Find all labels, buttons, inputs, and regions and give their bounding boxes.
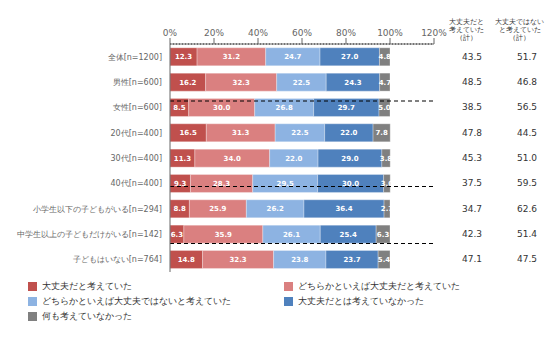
svg-text:6.3: 6.3 (377, 231, 390, 239)
svg-text:30代[n=400]: 30代[n=400] (111, 154, 162, 163)
svg-text:14.8: 14.8 (178, 256, 195, 264)
svg-text:16.5: 16.5 (180, 129, 197, 137)
svg-text:32.3: 32.3 (233, 79, 250, 87)
svg-text:31.2: 31.2 (223, 53, 240, 61)
svg-text:30.0: 30.0 (213, 104, 230, 112)
svg-text:51.0: 51.0 (517, 153, 537, 163)
svg-text:12.3: 12.3 (175, 53, 192, 61)
svg-text:80%: 80% (336, 28, 356, 38)
svg-text:26.2: 26.2 (267, 205, 284, 213)
svg-text:48.5: 48.5 (462, 77, 482, 87)
html-text:何も考えていなかった: 何も考えていなかった (42, 311, 132, 321)
html-text:どちらかといえば大丈夫ではないと考えていた: どちらかといえば大丈夫ではないと考えていた (42, 296, 231, 306)
svg-text:45.3: 45.3 (462, 153, 482, 163)
svg-text:4.7: 4.7 (379, 79, 392, 87)
svg-text:6.3: 6.3 (171, 231, 184, 239)
svg-text:35.9: 35.9 (215, 231, 232, 239)
svg-text:47.1: 47.1 (462, 254, 482, 264)
svg-text:43.5: 43.5 (462, 52, 482, 62)
svg-text:38.5: 38.5 (462, 102, 482, 112)
svg-text:16.2: 16.2 (179, 79, 196, 87)
svg-text:37.5: 37.5 (462, 178, 482, 188)
svg-text:8.5: 8.5 (173, 104, 186, 112)
svg-text:34.7: 34.7 (462, 204, 482, 214)
svg-text:22.0: 22.0 (340, 129, 357, 137)
svg-text:男性[n=600]: 男性[n=600] (113, 78, 162, 87)
svg-text:36.4: 36.4 (335, 205, 352, 213)
svg-text:24.3: 24.3 (344, 79, 361, 87)
svg-text:小学生以下の子どもがいる[n=294]: 小学生以下の子どもがいる[n=294] (33, 205, 162, 214)
svg-text:子どもはいない[n=764]: 子どもはいない[n=764] (73, 255, 162, 264)
svg-text:26.1: 26.1 (283, 231, 300, 239)
svg-text:60%: 60% (292, 28, 312, 38)
svg-text:25.4: 25.4 (340, 231, 357, 239)
svg-text:42.3: 42.3 (462, 229, 482, 239)
html-text:大丈夫だと 考えていた （計）: 大丈夫だと 考えていた （計） (449, 18, 484, 42)
svg-text:11.3: 11.3 (174, 155, 191, 163)
svg-text:47.8: 47.8 (462, 128, 482, 138)
svg-text:29.0: 29.0 (341, 155, 358, 163)
svg-text:0%: 0% (163, 28, 178, 38)
svg-text:22.5: 22.5 (291, 129, 308, 137)
svg-text:26.8: 26.8 (276, 104, 293, 112)
html-text:大丈夫だと考えていた: 大丈夫だと考えていた (42, 281, 132, 291)
svg-text:20代[n=400]: 20代[n=400] (111, 129, 162, 138)
svg-text:51.7: 51.7 (517, 52, 537, 62)
svg-text:44.5: 44.5 (517, 128, 537, 138)
svg-text:30.0: 30.0 (342, 180, 359, 188)
svg-text:3.0: 3.0 (381, 180, 394, 188)
svg-text:62.6: 62.6 (517, 204, 537, 214)
html-text:どちらかといえば大丈夫だと考えていた: どちらかといえば大丈夫だと考えていた (298, 281, 460, 291)
svg-text:25.9: 25.9 (209, 205, 226, 213)
svg-text:40%: 40% (248, 28, 268, 38)
svg-text:51.4: 51.4 (517, 229, 537, 239)
svg-text:40代[n=400]: 40代[n=400] (111, 179, 162, 188)
svg-text:24.7: 24.7 (284, 53, 301, 61)
svg-text:31.3: 31.3 (232, 129, 249, 137)
svg-text:46.8: 46.8 (517, 77, 537, 87)
svg-text:32.3: 32.3 (229, 256, 246, 264)
svg-text:47.5: 47.5 (517, 254, 537, 264)
svg-text:27.0: 27.0 (341, 53, 358, 61)
svg-text:中学生以上の子どもだけがいる[n=142]: 中学生以上の子どもだけがいる[n=142] (17, 230, 162, 239)
svg-text:女性[n=600]: 女性[n=600] (113, 103, 162, 112)
svg-text:23.7: 23.7 (343, 256, 360, 264)
html-text:大丈夫だとは考えていなかった: 大丈夫だとは考えていなかった (298, 296, 424, 306)
svg-text:4.8: 4.8 (379, 53, 392, 61)
svg-text:34.0: 34.0 (224, 155, 241, 163)
svg-text:5.0: 5.0 (378, 104, 391, 112)
svg-text:23.8: 23.8 (291, 256, 308, 264)
svg-text:7.8: 7.8 (375, 129, 388, 137)
svg-text:29.5: 29.5 (277, 180, 294, 188)
svg-text:28.3: 28.3 (213, 180, 230, 188)
svg-text:3.8: 3.8 (380, 155, 393, 163)
svg-text:100%: 100% (377, 28, 403, 38)
svg-text:56.5: 56.5 (517, 102, 537, 112)
svg-text:59.5: 59.5 (517, 178, 537, 188)
svg-text:2.7: 2.7 (381, 205, 394, 213)
svg-text:9.3: 9.3 (174, 180, 187, 188)
svg-text:20%: 20% (204, 28, 224, 38)
html-text:大丈夫ではない と考えていた （計）: 大丈夫ではない と考えていた （計） (495, 18, 544, 42)
svg-text:8.8: 8.8 (173, 205, 186, 213)
svg-text:5.4: 5.4 (378, 256, 391, 264)
svg-text:22.0: 22.0 (285, 155, 302, 163)
svg-text:全体[n=1200]: 全体[n=1200] (108, 53, 162, 62)
svg-text:29.7: 29.7 (338, 104, 355, 112)
svg-text:22.5: 22.5 (293, 79, 310, 87)
svg-text:120%: 120% (421, 28, 447, 38)
